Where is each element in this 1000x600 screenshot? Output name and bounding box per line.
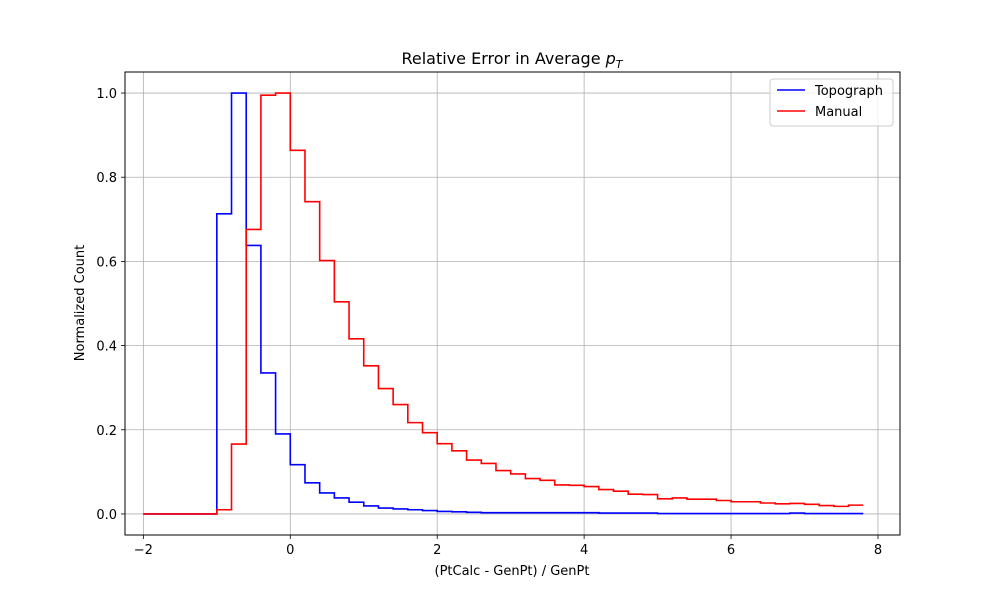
series-manual bbox=[143, 92, 864, 515]
legend: Topograph Manual bbox=[769, 78, 894, 127]
y-tick-label: 0.4 bbox=[96, 340, 117, 355]
step-line-topograph bbox=[143, 92, 864, 515]
x-tick-label: 4 bbox=[580, 543, 588, 558]
x-tick-label: 8 bbox=[874, 543, 882, 558]
y-tick-label: 0.6 bbox=[96, 255, 117, 270]
y-tick-label: 0.0 bbox=[96, 508, 117, 523]
legend-label-topograph: Topograph bbox=[814, 84, 883, 99]
y-tick-label: 0.8 bbox=[96, 171, 117, 186]
y-tick-label: 0.2 bbox=[96, 424, 117, 439]
x-tick-label: 0 bbox=[286, 543, 294, 558]
x-axis-title: (PtCalc - GenPt) / GenPt bbox=[435, 564, 590, 579]
plot-frame bbox=[124, 71, 901, 536]
y-tick-label: 1.0 bbox=[96, 87, 117, 102]
legend-label-manual: Manual bbox=[815, 105, 862, 120]
series-topograph bbox=[143, 92, 864, 515]
ticks: −2 0 2 4 6 8 0.0 0.2 0.4 0.6 0.8 1.0 bbox=[96, 87, 882, 558]
chart-title: Relative Error in Average pT bbox=[401, 49, 623, 71]
x-tick-label: 6 bbox=[727, 543, 735, 558]
step-line-manual bbox=[143, 92, 864, 515]
series-layer bbox=[143, 92, 864, 515]
y-axis-title: Normalized Count bbox=[73, 245, 88, 361]
x-tick-label: −2 bbox=[134, 543, 153, 558]
x-tick-label: 2 bbox=[433, 543, 441, 558]
